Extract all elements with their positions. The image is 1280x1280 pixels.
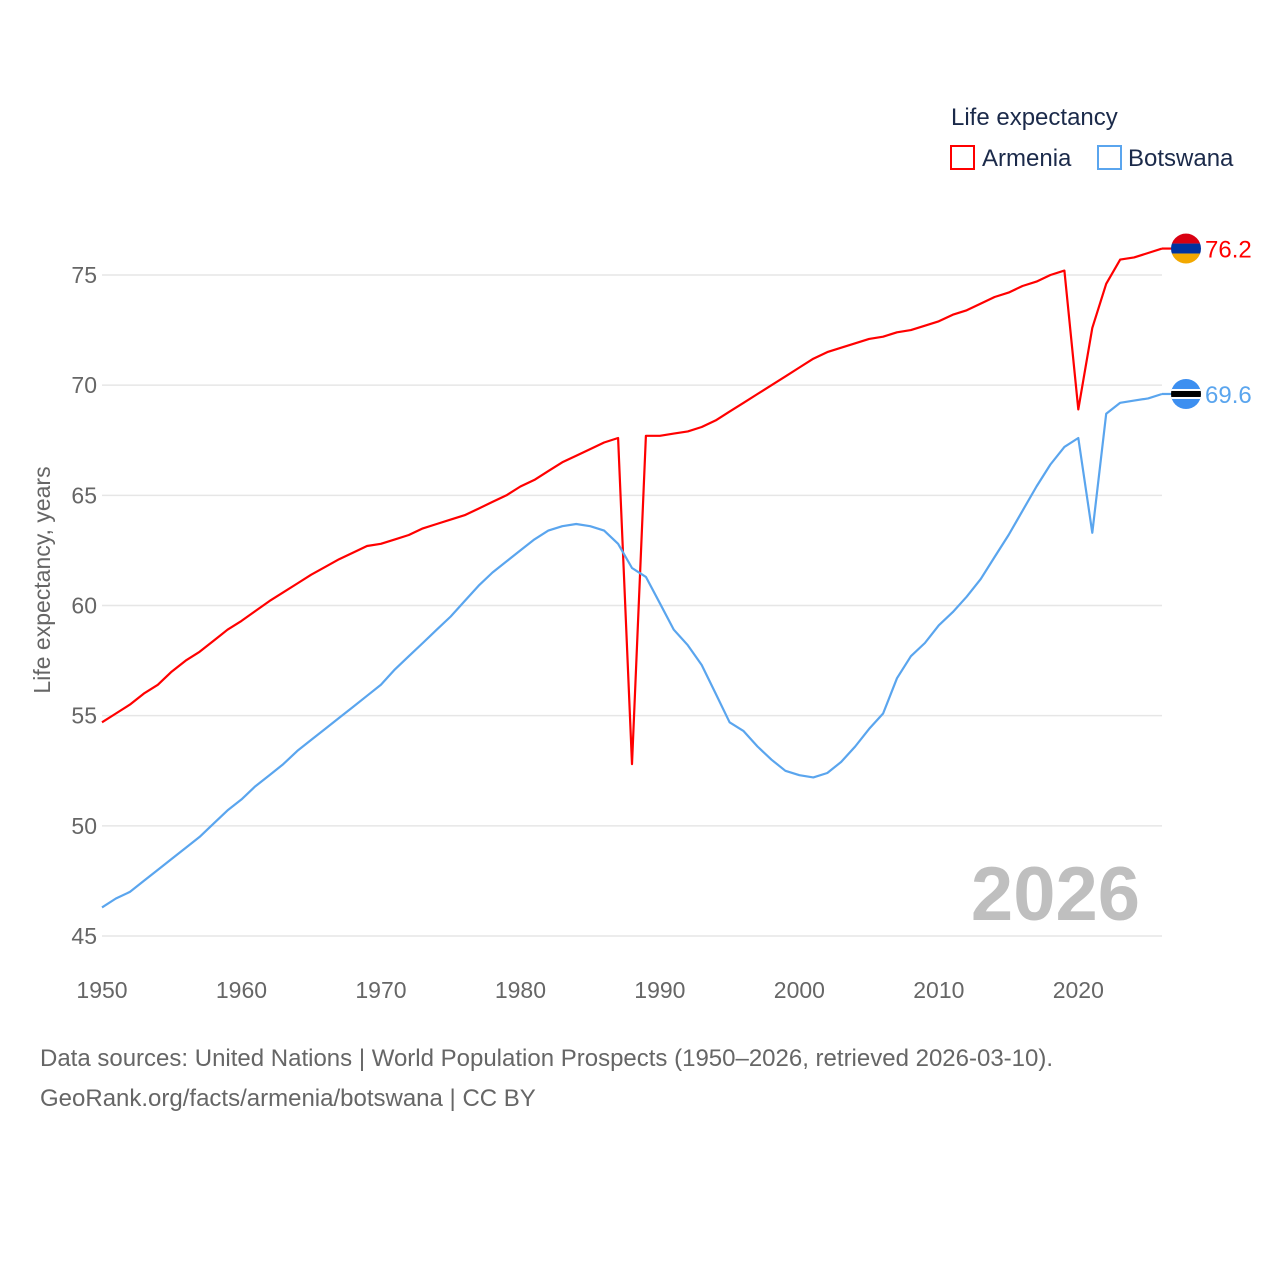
y-axis-label: Life expectancy, years [29, 466, 55, 693]
x-axis: 1950 1960 1970 1980 1990 2000 2010 2020 [76, 977, 1103, 1003]
grid [102, 274, 1162, 937]
x-tick-label: 2020 [1053, 977, 1104, 1003]
legend: Life expectancy Armenia Botswana [950, 104, 1234, 172]
y-tick-label: 45 [71, 923, 97, 949]
series-line-armenia [101, 247, 1163, 766]
y-tick-label: 50 [71, 813, 97, 839]
legend-swatch-armenia[interactable] [950, 145, 975, 170]
x-tick-label: 1960 [216, 977, 267, 1003]
year-label: 2026 [971, 852, 1140, 937]
footer-source: Data sources: United Nations | World Pop… [40, 1045, 1054, 1072]
y-axis: 45 50 55 60 65 70 75 [71, 262, 97, 949]
end-value-label-armenia: 76.2 [1205, 237, 1252, 264]
y-tick-label: 55 [71, 703, 97, 729]
legend-label-botswana[interactable]: Botswana [1128, 145, 1234, 172]
y-tick-label: 60 [71, 593, 97, 619]
legend-title: Life expectancy [951, 104, 1118, 131]
legend-label-armenia[interactable]: Armenia [982, 145, 1072, 172]
series-line-botswana [101, 392, 1163, 909]
footer-link[interactable]: GeoRank.org/facts/armenia/botswana | CC … [40, 1085, 536, 1112]
x-tick-label: 1980 [495, 977, 546, 1003]
end-markers: 76.2 69.6 [1162, 233, 1252, 409]
x-tick-label: 1950 [76, 977, 127, 1003]
legend-swatch-botswana[interactable] [1097, 145, 1122, 170]
end-value-label-botswana: 69.6 [1205, 382, 1252, 409]
flag-icon-armenia [1171, 233, 1201, 264]
x-tick-label: 2000 [774, 977, 825, 1003]
x-tick-label: 1990 [634, 977, 685, 1003]
y-tick-label: 70 [71, 372, 97, 398]
series-lines [101, 247, 1163, 909]
y-tick-label: 65 [71, 482, 97, 508]
flag-icon-botswana [1171, 378, 1201, 409]
x-tick-label: 1970 [355, 977, 406, 1003]
y-tick-label: 75 [71, 262, 97, 288]
x-tick-label: 2010 [913, 977, 964, 1003]
